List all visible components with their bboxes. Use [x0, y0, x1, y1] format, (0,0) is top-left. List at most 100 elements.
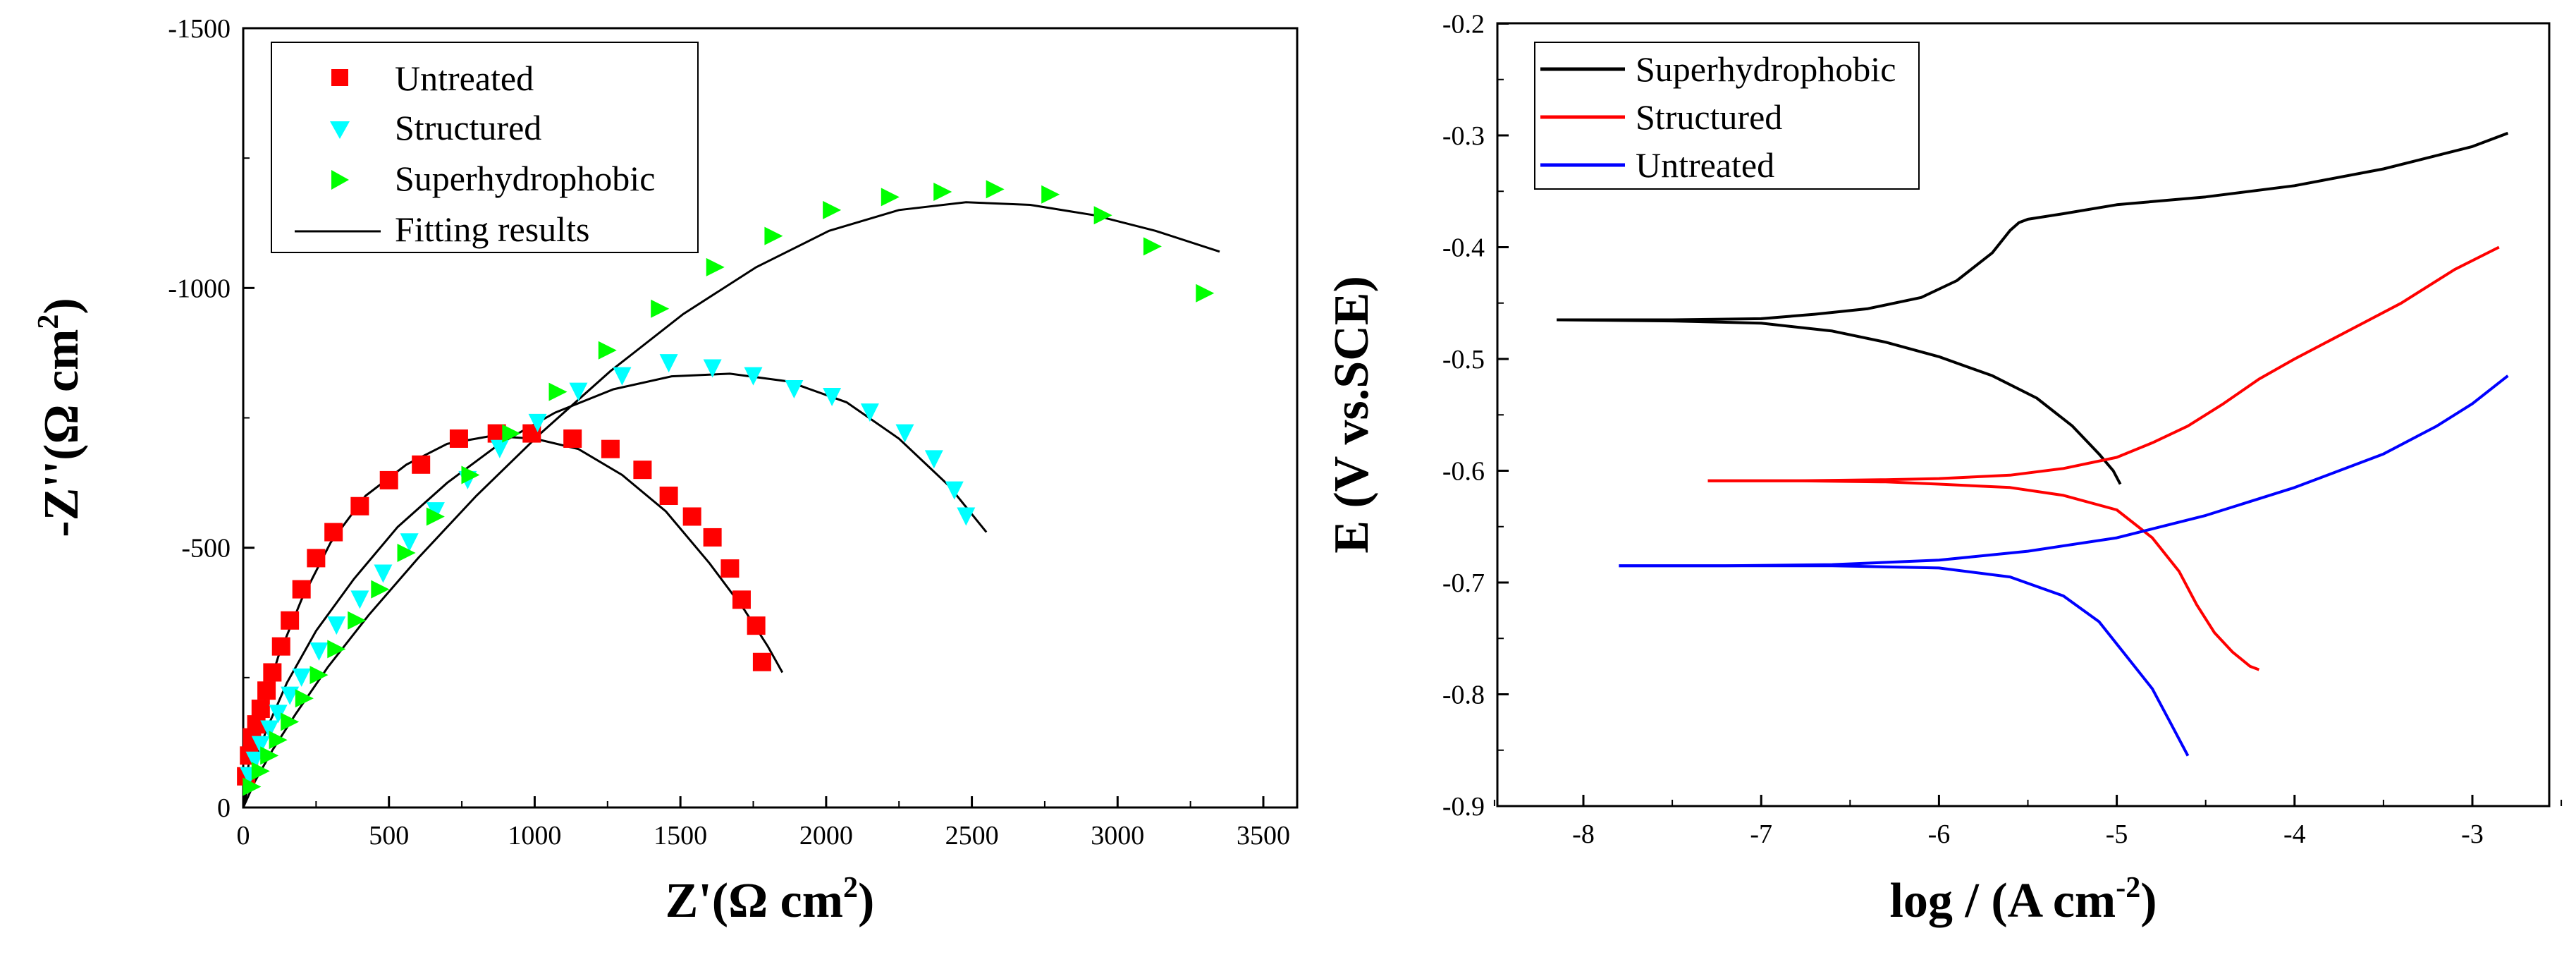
point-structured: [860, 403, 879, 422]
x-tick-label: 2000: [799, 821, 853, 851]
curve-superhydrophobic-anodic: [1557, 131, 2509, 322]
point-superhydrophobic: [651, 299, 670, 318]
x-tick-label: 1500: [654, 821, 707, 851]
point-structured: [785, 379, 804, 398]
point-structured: [490, 439, 509, 458]
y-tick-label: -0.4: [1442, 233, 1485, 263]
tafel-y-axis-label: E (V vs.SCE): [1325, 276, 1379, 554]
point-untreated: [563, 429, 582, 448]
y-tick-label: -500: [181, 534, 231, 563]
x-tick-label: -8: [1572, 819, 1595, 849]
x-tick-label: 3000: [1091, 821, 1144, 851]
legend-marker-untreated: [331, 69, 348, 86]
legend-label-structured: Structured: [1636, 97, 1782, 137]
point-structured: [426, 502, 445, 521]
x-tick-label: -4: [2283, 819, 2306, 849]
point-structured: [957, 507, 976, 526]
x-tick-label: 1000: [508, 821, 561, 851]
x-tick-label: 2500: [945, 821, 999, 851]
nyquist-ticks: 0 500 1000 1500 2000 2500 3000 3500 0 -500 -1000 -1…: [168, 14, 1290, 851]
point-structured: [327, 616, 346, 635]
point-superhydrophobic: [348, 611, 367, 630]
point-structured: [924, 450, 943, 469]
x-tick-label: -6: [1928, 819, 1951, 849]
point-structured: [309, 642, 329, 661]
point-structured: [895, 424, 914, 443]
point-superhydrophobic: [269, 731, 288, 750]
curve-superhydrophobic-cathodic: [1557, 318, 2122, 485]
fit-line-superhydrophobic-fit: [242, 201, 1220, 808]
point-superhydrophobic: [295, 689, 314, 708]
point-structured: [703, 359, 722, 378]
nyquist-fits: [242, 201, 1220, 808]
x-tick-label: -7: [1750, 819, 1772, 849]
point-superhydrophobic: [371, 580, 390, 599]
x-tick-label: 0: [237, 821, 250, 851]
point-untreated: [601, 439, 620, 458]
point-superhydrophobic: [251, 762, 270, 781]
nyquist-points: [237, 180, 1215, 796]
point-structured: [292, 668, 311, 687]
point-untreated: [752, 652, 771, 671]
point-superhydrophobic: [243, 777, 262, 796]
point-superhydrophobic: [706, 257, 725, 276]
curve-untreated-cathodic: [1619, 564, 2190, 757]
curve-structured-cathodic: [1707, 479, 2260, 671]
point-structured: [823, 388, 842, 407]
point-untreated: [633, 461, 652, 480]
nyquist-y-axis-label: -Z''(Ω cm2): [32, 298, 89, 537]
point-structured: [269, 705, 288, 724]
point-superhydrophobic: [548, 382, 568, 401]
point-structured: [350, 590, 369, 609]
nyquist-plot: 0 500 1000 1500 2000 2500 3000 3500 0 -500 -1000 -1…: [32, 14, 1299, 928]
legend-label-untreated: Untreated: [1636, 145, 1774, 185]
point-untreated: [324, 523, 343, 542]
point-untreated: [747, 616, 766, 635]
point-untreated: [682, 507, 701, 526]
point-superhydrophobic: [1041, 185, 1060, 204]
tafel-x-axis-label: log / (A cm-2): [1889, 872, 2157, 928]
fit-line-untreated-fit: [242, 434, 784, 808]
y-tick-label: -1500: [168, 14, 231, 44]
y-tick-label: -0.6: [1442, 457, 1485, 487]
tafel-plot: -8 -7 -6 -5 -4 -3 -0.9 -0.8 -0.7 -0.6 -0.5 -0.4 -0.3…: [1325, 10, 2563, 928]
point-superhydrophobic: [933, 183, 952, 202]
y-tick-label: -0.2: [1442, 10, 1485, 39]
legend-marker-structured: [330, 121, 350, 139]
point-superhydrophobic: [986, 180, 1005, 199]
y-tick-label: -1000: [168, 274, 231, 303]
legend-label-structured: Structured: [395, 108, 541, 147]
y-tick-label: -0.5: [1442, 345, 1485, 374]
point-superhydrophobic: [598, 341, 617, 360]
x-tick-label: -3: [2461, 819, 2484, 849]
point-untreated: [720, 559, 740, 578]
point-superhydrophobic: [397, 544, 416, 563]
point-superhydrophobic: [502, 424, 521, 443]
y-tick-label: 0: [217, 793, 231, 823]
point-untreated: [379, 470, 398, 489]
point-untreated: [292, 580, 311, 599]
tafel-legend: Superhydrophobic Structured Untreated: [1534, 42, 1920, 190]
point-untreated: [281, 611, 300, 630]
legend-label-superhydrophobic: Superhydrophobic: [1636, 49, 1896, 89]
y-tick-label: -0.7: [1442, 568, 1485, 598]
nyquist-legend: Untreated Structured Superhydrophobic Fi…: [271, 42, 699, 253]
y-tick-label: -0.9: [1442, 792, 1485, 822]
y-tick-label: -0.8: [1442, 681, 1485, 710]
point-structured: [613, 367, 632, 386]
point-structured: [260, 720, 279, 739]
point-untreated: [307, 549, 326, 568]
point-structured: [659, 354, 678, 373]
point-structured: [945, 481, 964, 500]
point-structured: [528, 413, 547, 432]
x-tick-label: -5: [2106, 819, 2128, 849]
point-superhydrophobic: [823, 200, 842, 219]
point-structured: [281, 686, 300, 705]
point-superhydrophobic: [327, 640, 346, 659]
point-structured: [374, 564, 393, 583]
curve-untreated-anodic: [1619, 374, 2509, 568]
point-superhydrophobic: [764, 226, 783, 245]
point-structured: [251, 736, 270, 755]
point-superhydrophobic: [1093, 206, 1112, 225]
point-untreated: [263, 663, 282, 682]
